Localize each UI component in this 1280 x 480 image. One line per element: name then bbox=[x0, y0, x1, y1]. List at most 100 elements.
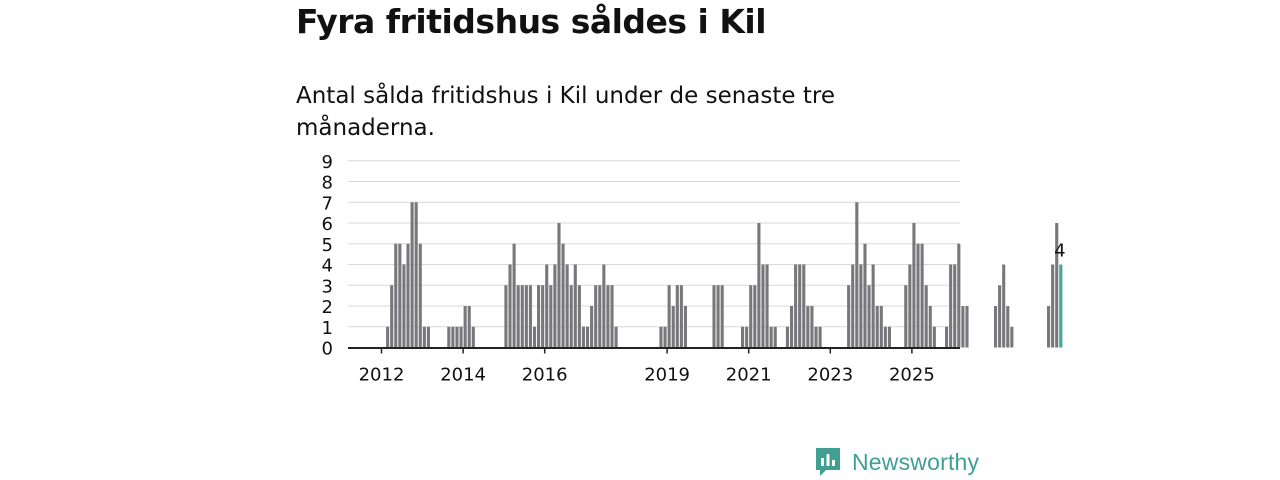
x-tick-label: 2016 bbox=[522, 365, 568, 386]
bar bbox=[904, 285, 908, 348]
bar bbox=[528, 285, 532, 348]
x-tick-label: 2021 bbox=[726, 365, 772, 386]
bar bbox=[598, 285, 602, 348]
y-tick-label: 6 bbox=[322, 214, 333, 235]
y-tick-label: 7 bbox=[322, 193, 333, 214]
bar bbox=[785, 326, 790, 348]
bar bbox=[875, 306, 879, 348]
bar bbox=[720, 285, 724, 348]
bar bbox=[594, 285, 598, 348]
y-tick-label: 1 bbox=[322, 318, 333, 339]
bar bbox=[1051, 264, 1055, 348]
bar bbox=[386, 326, 390, 348]
bar bbox=[932, 326, 936, 348]
bar bbox=[851, 264, 855, 348]
bar bbox=[879, 306, 883, 348]
bar bbox=[798, 264, 802, 348]
bar bbox=[818, 326, 822, 348]
bar bbox=[867, 285, 871, 348]
y-tick-label: 9 bbox=[322, 152, 333, 173]
bar bbox=[765, 264, 769, 348]
bar bbox=[802, 264, 806, 348]
bar bbox=[908, 264, 912, 348]
bar bbox=[810, 306, 814, 348]
y-tick-label: 4 bbox=[322, 256, 333, 277]
bar bbox=[916, 243, 920, 348]
newsworthy-logo: Newsworthy bbox=[814, 446, 979, 478]
bar bbox=[406, 243, 410, 348]
highlight-value-label: 4 bbox=[1054, 241, 1065, 262]
bar bbox=[422, 326, 426, 348]
bar bbox=[390, 285, 394, 348]
bar bbox=[553, 264, 557, 348]
bar bbox=[663, 326, 667, 348]
bar bbox=[426, 326, 430, 348]
bar bbox=[675, 285, 679, 348]
annotations: 4 bbox=[1054, 241, 1065, 262]
bar bbox=[418, 243, 422, 348]
bar bbox=[1055, 223, 1059, 348]
bar bbox=[463, 306, 467, 348]
bar bbox=[961, 306, 965, 348]
brand-name: Newsworthy bbox=[852, 448, 980, 475]
bar bbox=[789, 306, 794, 348]
x-tick-label: 2019 bbox=[644, 365, 690, 386]
y-tick-label: 0 bbox=[322, 339, 333, 360]
bar bbox=[993, 306, 998, 348]
y-tick-label: 8 bbox=[322, 173, 333, 194]
y-tick-label: 2 bbox=[322, 297, 333, 318]
bar bbox=[863, 243, 867, 348]
x-axis: 2012 2014 2016 2019 2021 2023 2025 bbox=[348, 347, 960, 386]
bar bbox=[814, 326, 818, 348]
bar bbox=[683, 306, 688, 348]
bar bbox=[471, 326, 475, 348]
bar bbox=[557, 223, 561, 348]
bar bbox=[679, 285, 683, 348]
bar bbox=[871, 264, 875, 348]
bar bbox=[516, 285, 520, 348]
bar bbox=[912, 223, 916, 348]
bar bbox=[602, 264, 606, 348]
bar bbox=[749, 285, 753, 348]
bar bbox=[398, 243, 402, 348]
bar bbox=[585, 326, 590, 348]
y-tick-label: 3 bbox=[322, 276, 333, 297]
bar bbox=[1006, 306, 1010, 348]
bar bbox=[614, 326, 618, 348]
chart-title: Fyra fritidshus såldes i Kil bbox=[296, 2, 767, 41]
bar bbox=[459, 326, 463, 348]
bar bbox=[716, 285, 720, 348]
bar bbox=[610, 285, 614, 348]
bar bbox=[859, 264, 863, 348]
bar bbox=[394, 243, 398, 348]
bar bbox=[561, 243, 565, 348]
bar bbox=[410, 202, 414, 348]
bar bbox=[1047, 306, 1051, 348]
bar bbox=[455, 326, 459, 348]
bar bbox=[573, 264, 577, 348]
bar bbox=[402, 264, 406, 348]
bar bbox=[549, 285, 553, 348]
bar bbox=[508, 264, 512, 348]
bar bbox=[537, 285, 541, 348]
bar bbox=[945, 326, 949, 348]
bar bbox=[532, 326, 537, 348]
bar bbox=[512, 243, 516, 348]
bar-highlight bbox=[1059, 264, 1063, 348]
bar bbox=[541, 285, 545, 348]
bar bbox=[965, 306, 969, 348]
bar bbox=[671, 306, 675, 348]
bar bbox=[545, 264, 549, 348]
x-tick-label: 2012 bbox=[359, 365, 405, 386]
bar bbox=[447, 326, 451, 348]
bar bbox=[659, 326, 663, 348]
bar bbox=[855, 202, 859, 348]
bar bbox=[504, 285, 508, 348]
x-tick-label: 2014 bbox=[440, 365, 486, 386]
bar bbox=[741, 326, 745, 348]
bar bbox=[998, 285, 1002, 348]
bar bbox=[883, 326, 887, 348]
bar bbox=[520, 285, 524, 348]
